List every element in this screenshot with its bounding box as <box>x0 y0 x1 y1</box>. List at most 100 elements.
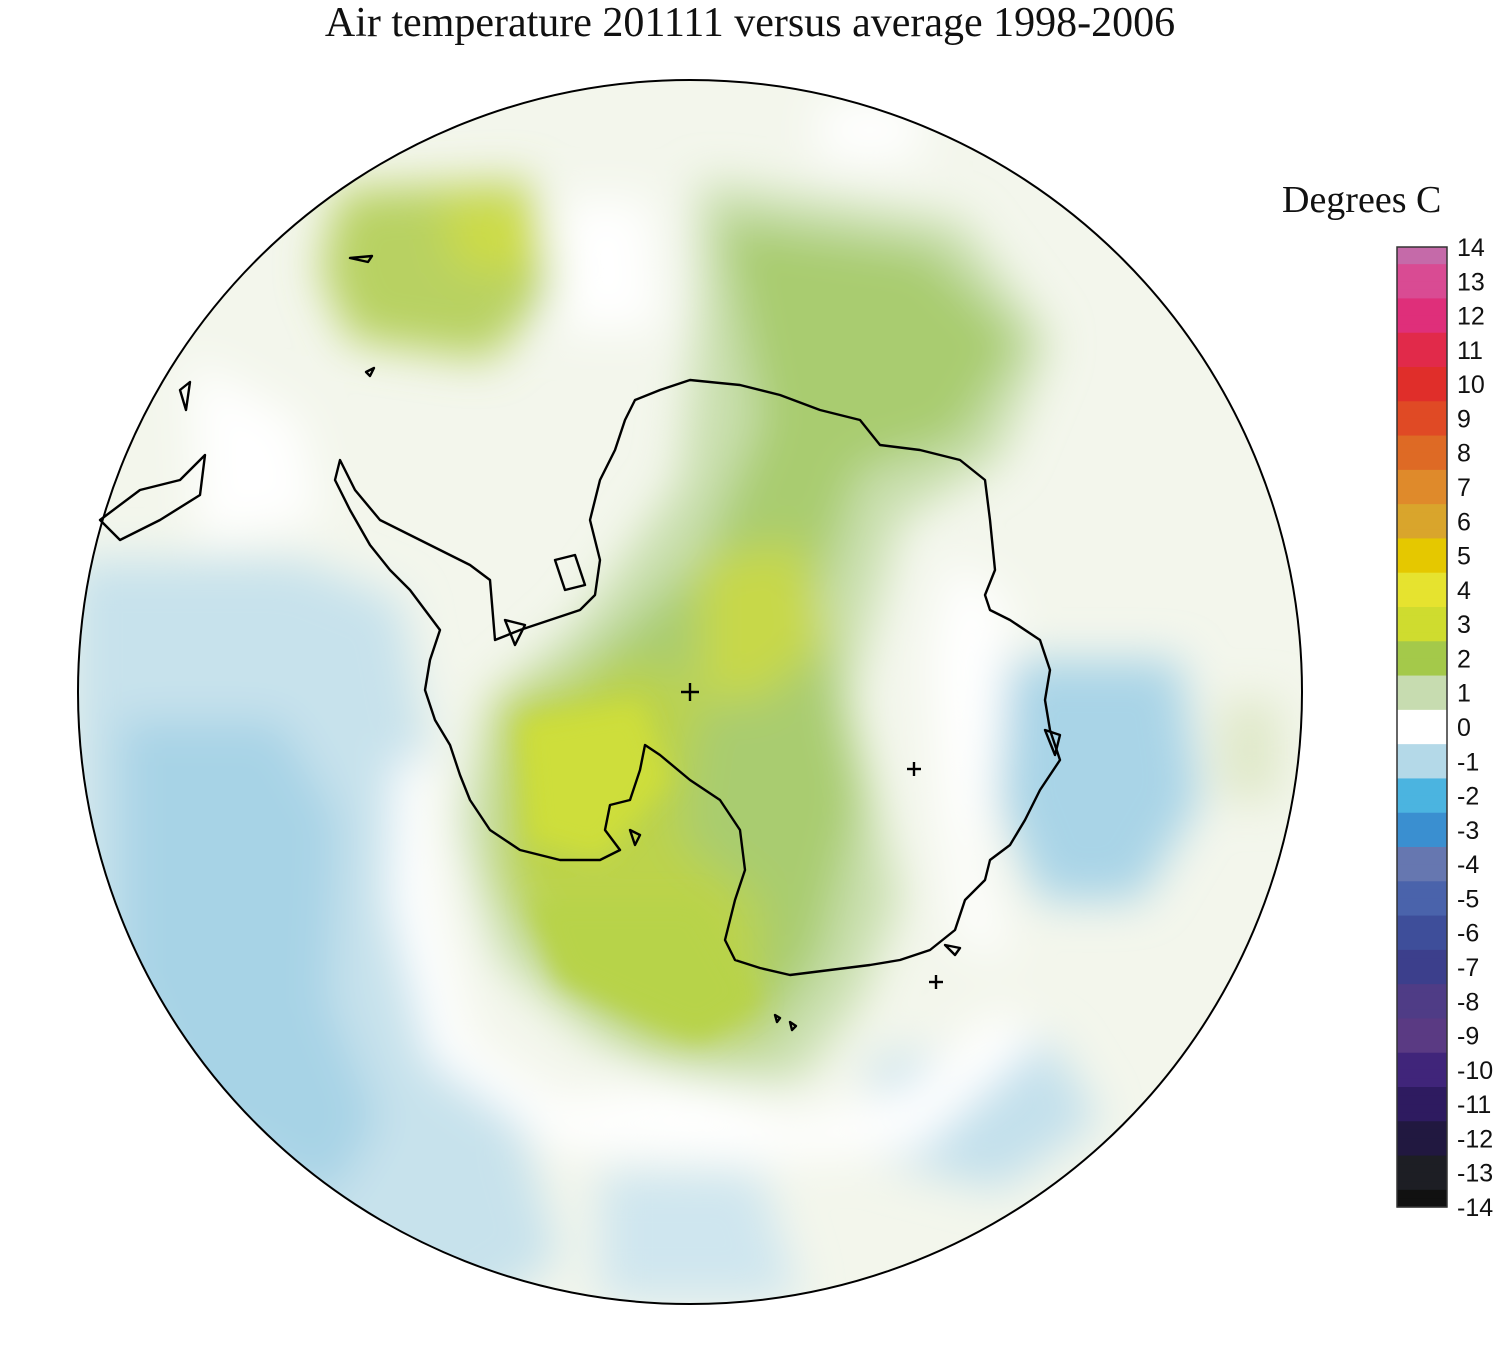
chart-title: Air temperature 201111 versus average 19… <box>324 0 1176 46</box>
colorbar-swatch <box>1397 307 1447 317</box>
colorbar-swatch <box>1397 1069 1447 1080</box>
colorbar-swatch <box>1397 864 1447 874</box>
colorbar-swatch <box>1397 932 1447 942</box>
colorbar-tick-label: 10 <box>1457 371 1485 399</box>
colorbar-swatch <box>1397 289 1447 300</box>
colorbar-swatch <box>1397 1129 1447 1140</box>
colorbar-swatch <box>1397 1155 1447 1165</box>
colorbar-swatch <box>1397 847 1447 857</box>
colorbar-swatch <box>1397 975 1447 985</box>
colorbar-swatch <box>1397 907 1447 917</box>
colorbar-swatch <box>1397 632 1447 642</box>
colorbar-swatch <box>1397 572 1447 582</box>
colorbar-swatch <box>1397 744 1447 754</box>
colorbar-swatch <box>1397 401 1447 411</box>
colorbar-swatch <box>1397 984 1447 994</box>
colorbar-tick-label: -9 <box>1457 1023 1479 1051</box>
colorbar-swatch <box>1397 615 1447 625</box>
legend-label: Degrees C <box>1282 179 1442 221</box>
colorbar-tick-label: -14 <box>1457 1194 1493 1222</box>
colorbar-swatch <box>1397 418 1447 428</box>
colorbar-swatch <box>1397 264 1447 274</box>
colorbar-swatch <box>1397 521 1447 531</box>
colorbar-swatch <box>1397 358 1447 368</box>
colorbar-swatch <box>1397 324 1447 334</box>
plus-marker <box>907 762 921 776</box>
colorbar-tick-label: 12 <box>1457 303 1485 331</box>
colorbar-swatch <box>1397 795 1447 805</box>
colorbar: 14131211109876543210-1-2-3-4-5-6-7-8-9-1… <box>1396 234 1493 1222</box>
plus-markers <box>681 683 943 989</box>
colorbar-swatch <box>1397 598 1447 608</box>
colorbar-tick-label: -2 <box>1457 783 1479 811</box>
colorbar-swatch <box>1397 1112 1447 1122</box>
colorbar-swatch <box>1397 555 1447 565</box>
colorbar-tick-label: 1 <box>1457 680 1471 708</box>
colorbar-swatch <box>1397 1095 1447 1105</box>
colorbar-swatch <box>1397 924 1447 934</box>
colorbar-swatch <box>1397 992 1447 1002</box>
colorbar-swatch <box>1397 889 1447 900</box>
colorbar-swatch <box>1397 838 1447 848</box>
colorbar-tick-label: 14 <box>1457 234 1485 262</box>
colorbar-swatch <box>1397 529 1447 540</box>
colorbar-swatch <box>1397 461 1447 471</box>
colorbar-swatch <box>1397 349 1447 360</box>
colorbar-swatch <box>1397 778 1447 788</box>
colorbar-swatch <box>1397 315 1447 325</box>
colorbar-swatch <box>1397 821 1447 831</box>
colorbar-tick-label: 0 <box>1457 714 1471 742</box>
colorbar-tick-label: -11 <box>1457 1091 1491 1119</box>
colorbar-tick-label: -7 <box>1457 954 1479 982</box>
colorbar-swatch <box>1397 1061 1447 1071</box>
colorbar-swatch <box>1397 1044 1447 1054</box>
colorbar-swatch <box>1397 941 1447 951</box>
colorbar-swatch <box>1397 255 1447 265</box>
colorbar-tick-label: 13 <box>1457 268 1485 296</box>
colorbar-swatch <box>1397 547 1447 557</box>
colorbar-tick-label: 7 <box>1457 474 1471 502</box>
colorbar-swatch <box>1397 872 1447 882</box>
colorbar-swatch <box>1397 281 1447 291</box>
colorbar-tick-label: -6 <box>1457 920 1479 948</box>
colorbar-tick-label: 11 <box>1457 337 1483 365</box>
colorbar-swatch <box>1397 452 1447 462</box>
colorbar-swatch <box>1397 384 1447 394</box>
plus-marker <box>929 975 943 989</box>
colorbar-swatch <box>1397 1121 1447 1131</box>
colorbar-swatch <box>1397 538 1447 548</box>
colorbar-swatch <box>1397 958 1447 968</box>
colorbar-swatch <box>1397 1001 1447 1011</box>
colorbar-tick-label: -4 <box>1457 851 1479 879</box>
colorbar-swatch <box>1397 735 1447 745</box>
colorbar-swatch <box>1397 512 1447 522</box>
plus-marker-pole <box>681 683 699 701</box>
colorbar-tick-label: -13 <box>1457 1160 1493 1188</box>
colorbar-tick-label: 5 <box>1457 543 1471 571</box>
colorbar-swatch <box>1397 341 1447 351</box>
colorbar-swatch <box>1397 881 1447 891</box>
colorbar-swatch <box>1397 607 1447 617</box>
colorbar-swatch <box>1397 1078 1447 1088</box>
colorbar-swatch <box>1397 487 1447 497</box>
map-boundary-circle <box>77 79 1303 1305</box>
colorbar-swatch <box>1397 812 1447 822</box>
colorbar-tick-label: -5 <box>1457 885 1479 913</box>
colorbar-swatch <box>1397 915 1447 925</box>
colorbar-swatch <box>1397 495 1447 505</box>
colorbar-swatch <box>1397 581 1447 591</box>
colorbar-swatch <box>1397 564 1447 574</box>
colorbar-swatch <box>1397 624 1447 634</box>
colorbar-swatch <box>1397 684 1447 694</box>
colorbar-tick-label: -3 <box>1457 817 1479 845</box>
coastline <box>98 254 1062 1032</box>
colorbar-swatch <box>1397 1087 1447 1097</box>
colorbar-tick-label: 6 <box>1457 508 1471 536</box>
colorbar-swatch <box>1397 787 1447 797</box>
colorbar-swatch <box>1397 1172 1447 1182</box>
colorbar-swatch <box>1397 1147 1447 1157</box>
colorbar-tick-label: 4 <box>1457 577 1471 605</box>
colorbar-swatch <box>1397 444 1447 454</box>
colorbar-swatch <box>1397 1035 1447 1045</box>
colorbar-swatch <box>1397 641 1447 651</box>
